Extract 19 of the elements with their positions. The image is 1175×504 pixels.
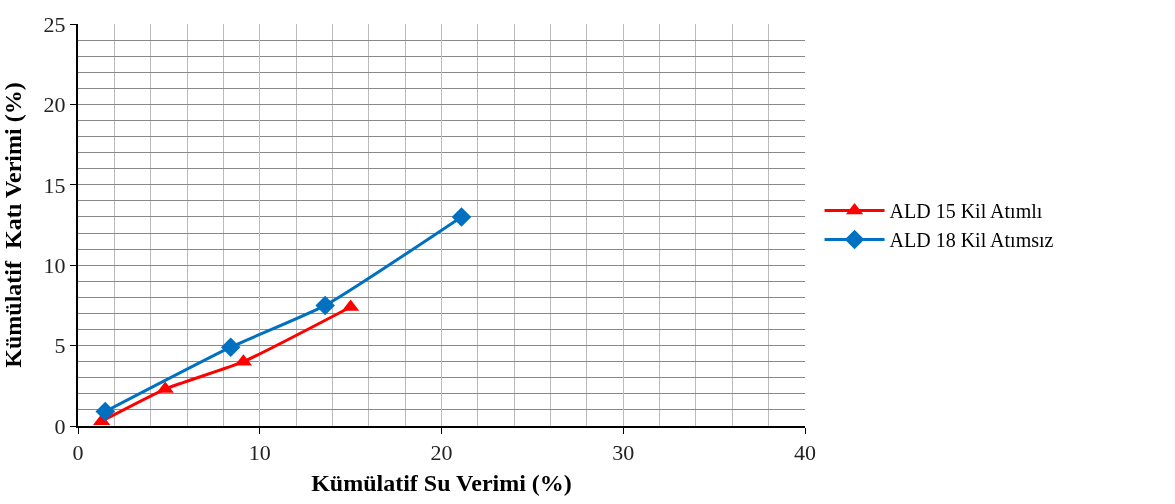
x-tick-label: 30 <box>612 440 635 466</box>
y-tick-label: 20 <box>43 92 66 118</box>
point <box>220 337 241 357</box>
y-tick-label: 25 <box>43 11 66 37</box>
x-tick-label: 0 <box>72 440 84 466</box>
y-tick-label: 15 <box>43 172 66 198</box>
x-tick-label: 20 <box>430 440 453 466</box>
y-axis-title: Kümülatif Katı Verimi (%) <box>0 82 27 368</box>
legend-label: ALD 15 Kil Atımlı <box>889 200 1043 223</box>
y-tick-label: 10 <box>43 252 66 278</box>
point <box>315 295 335 316</box>
legend-label: ALD 18 Kil Atımsız <box>889 229 1054 252</box>
point <box>451 207 472 227</box>
x-tick-label: 40 <box>794 440 816 466</box>
y-tick-label: 0 <box>54 413 66 439</box>
x-axis-title: Kümülatif Su Verimi (%) <box>311 470 572 497</box>
y-tick-label: 5 <box>54 333 66 359</box>
x-tick-label: 10 <box>248 440 271 466</box>
point <box>95 401 116 422</box>
